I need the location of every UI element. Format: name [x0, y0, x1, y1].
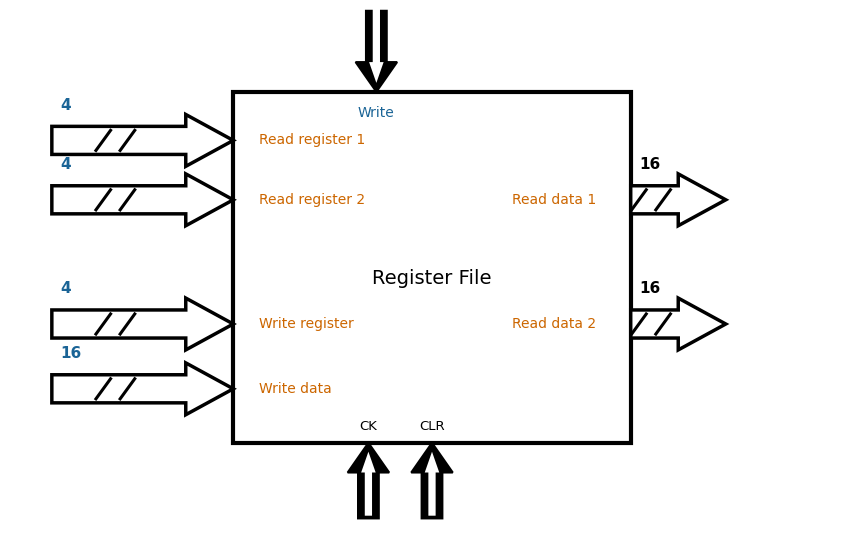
Bar [233, 92, 631, 443]
Polygon shape [52, 114, 233, 166]
Text: 4: 4 [60, 281, 71, 296]
Polygon shape [425, 451, 439, 516]
Polygon shape [631, 298, 726, 350]
Polygon shape [631, 174, 726, 226]
Text: 16: 16 [60, 346, 82, 361]
Text: Write data: Write data [259, 382, 332, 396]
Text: Register File: Register File [372, 268, 492, 288]
Text: Read data 2: Read data 2 [512, 317, 596, 331]
Text: 4: 4 [60, 98, 71, 113]
Text: Write: Write [358, 106, 395, 120]
Polygon shape [411, 443, 453, 518]
Text: CLR: CLR [419, 420, 445, 433]
Text: Write register: Write register [259, 317, 354, 331]
Polygon shape [356, 11, 397, 92]
Polygon shape [347, 443, 389, 518]
Polygon shape [52, 363, 233, 415]
Text: CK: CK [359, 420, 378, 433]
Text: 16: 16 [639, 157, 661, 172]
Text: 4: 4 [60, 157, 71, 172]
Polygon shape [369, 8, 384, 83]
Polygon shape [52, 174, 233, 226]
Text: 16: 16 [639, 281, 661, 296]
Polygon shape [361, 451, 376, 516]
Polygon shape [52, 298, 233, 350]
Text: Read data 1: Read data 1 [511, 193, 596, 207]
Text: Read register 2: Read register 2 [259, 193, 365, 207]
Text: Read register 1: Read register 1 [259, 133, 365, 147]
